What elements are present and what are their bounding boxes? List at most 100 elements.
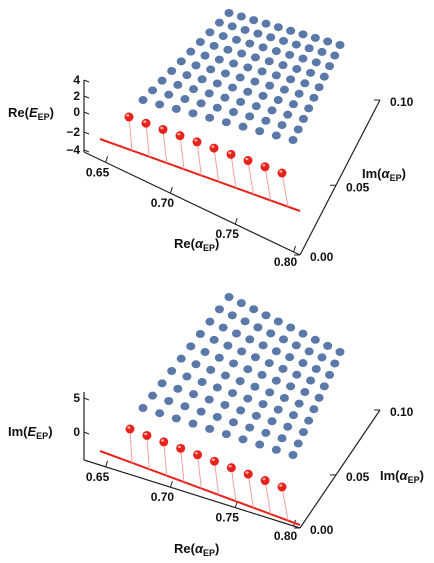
red-point-stem — [230, 467, 237, 502]
blue-point — [325, 370, 335, 379]
red-point-highlight — [228, 464, 232, 468]
blue-point — [220, 371, 230, 380]
blue-point — [273, 96, 283, 105]
red-point-highlight — [211, 458, 215, 461]
red-point-highlight — [194, 452, 198, 455]
z-tick-label: 0 — [73, 105, 80, 119]
blue-point — [285, 353, 295, 362]
red-point — [277, 482, 287, 492]
blue-point — [236, 299, 246, 308]
y-tick-label: 0.00 — [310, 523, 334, 537]
blue-point — [283, 422, 293, 431]
blue-point — [293, 439, 303, 448]
red-point-highlight — [144, 432, 148, 436]
x-tick-label: 0.70 — [151, 196, 175, 210]
blue-point — [155, 100, 165, 109]
blue-point — [251, 411, 261, 420]
blue-point — [273, 23, 283, 32]
blue-point — [186, 342, 196, 351]
y-tick-label: 0.10 — [390, 95, 414, 109]
blue-point — [223, 341, 233, 350]
red-point-highlight — [127, 426, 131, 429]
red-point-stem — [230, 154, 237, 189]
blue-point — [330, 51, 340, 60]
blue-point — [309, 93, 319, 102]
blue-point — [291, 341, 301, 350]
blue-point — [231, 35, 241, 44]
red-point-stem — [162, 129, 168, 164]
red-point-highlight — [279, 484, 283, 487]
z-tick-mark — [83, 111, 90, 115]
blue-point — [292, 64, 302, 73]
blue-point — [209, 335, 219, 344]
blue-point — [291, 40, 301, 49]
projection-line — [99, 450, 301, 526]
blue-point — [304, 104, 314, 113]
blue-point — [250, 53, 260, 62]
red-point-stem — [264, 480, 272, 515]
blue-point — [167, 367, 177, 375]
blue-point — [236, 12, 246, 21]
red-point-highlight — [160, 439, 165, 442]
blue-point — [271, 445, 281, 454]
x-tick-mark — [105, 460, 109, 467]
blue-point — [250, 77, 260, 86]
blue-point — [182, 71, 192, 80]
z-tick-mark — [83, 95, 90, 99]
red-point-highlight — [177, 445, 182, 449]
blue-point — [243, 87, 253, 96]
z-tick-label: 2 — [73, 89, 80, 103]
z-tick-label: −4 — [66, 143, 80, 157]
blue-point — [298, 30, 308, 39]
blue-point — [240, 317, 250, 326]
blue-point — [228, 389, 238, 398]
x-axis-title: Re(αEP) — [174, 236, 219, 253]
y-tick-label: 0.10 — [390, 405, 414, 419]
blue-point — [173, 384, 183, 393]
blue-point — [286, 75, 296, 84]
red-point-highlight — [245, 157, 249, 161]
blue-point — [277, 434, 287, 443]
blue-point — [271, 347, 281, 356]
z-tick-label: −2 — [66, 125, 80, 139]
blue-point — [218, 32, 228, 41]
blue-point — [292, 370, 302, 379]
y-tick-label: 0.05 — [346, 470, 370, 484]
blue-point — [186, 47, 196, 56]
blue-point — [171, 104, 181, 113]
blue-point — [288, 100, 298, 109]
blue-point — [200, 51, 210, 60]
blue-point — [191, 61, 201, 70]
red-point-stem — [213, 461, 220, 495]
blue-point — [171, 414, 181, 423]
red-point-highlight — [245, 471, 249, 474]
blue-point — [243, 394, 253, 403]
blue-point — [267, 417, 277, 426]
blue-point — [245, 423, 255, 432]
blue-point — [251, 102, 261, 111]
blue-point — [300, 388, 310, 397]
blue-point — [306, 376, 316, 385]
blue-point — [214, 55, 224, 64]
blue-point — [266, 329, 276, 338]
blue-point — [271, 131, 281, 140]
red-point-highlight — [160, 126, 164, 130]
blue-point — [294, 89, 304, 98]
blue-point — [250, 353, 260, 362]
blue-point — [245, 39, 255, 48]
y-axis-line — [299, 99, 381, 256]
blue-point — [224, 9, 234, 17]
blue-point — [278, 364, 288, 373]
blue-point — [317, 353, 327, 362]
blue-point — [176, 57, 186, 66]
blue-point — [279, 393, 289, 402]
red-point — [159, 437, 169, 447]
blue-point — [319, 382, 329, 391]
blue-point — [206, 65, 216, 74]
red-point-highlight — [211, 145, 215, 148]
blue-point — [191, 360, 201, 369]
blue-point — [240, 25, 250, 34]
blue-point — [227, 311, 237, 320]
x-tick-mark — [105, 156, 109, 163]
